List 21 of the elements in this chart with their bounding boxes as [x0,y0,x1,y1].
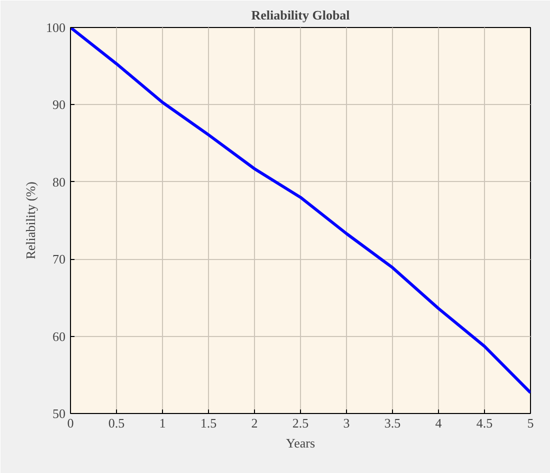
x-tick-label: 2 [251,416,258,430]
x-tick-label: 1 [159,416,166,430]
x-tick-label: 0 [67,416,74,430]
chart-title: Reliability Global [251,8,350,22]
x-axis-title: Years [286,436,316,450]
x-tick-label: 3 [343,416,350,430]
y-tick-label: 90 [52,97,66,112]
y-tick-label: 80 [52,174,66,190]
line-series [70,28,530,394]
x-tick-label: 3.5 [384,416,401,430]
x-tick-label: 4 [435,416,442,430]
x-tick-label: 5 [527,416,534,430]
x-tick-label: 1.5 [200,416,217,430]
x-tick-label: 0.5 [108,416,125,430]
y-tick-label: 100 [46,20,66,35]
x-tick-label: 4.5 [476,416,493,430]
x-tick-label: 2.5 [292,416,309,430]
y-tick-label: 70 [52,252,66,267]
y-tick-label: 60 [52,328,66,344]
y-axis-title: Reliability (%) [23,182,38,260]
y-tick-label: 50 [52,406,66,421]
